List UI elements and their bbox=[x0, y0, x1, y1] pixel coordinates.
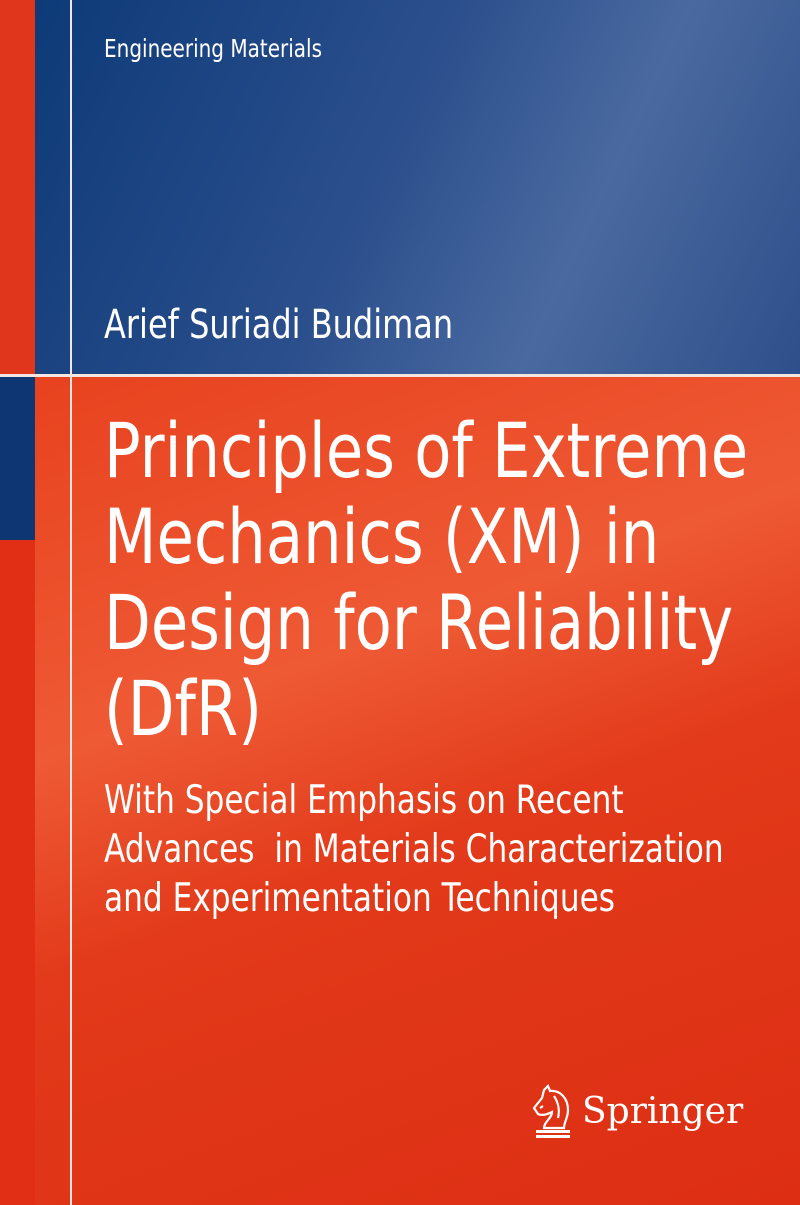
subtitle-line: and Experimentation Techniques bbox=[104, 876, 616, 921]
horizontal-rule bbox=[0, 374, 800, 377]
title-line: Mechanics (XM) in bbox=[104, 492, 660, 581]
series-name: Engineering Materials bbox=[104, 34, 323, 63]
book-subtitle: With Special Emphasis on Recent Advances… bbox=[104, 776, 724, 923]
cover-left-blue-strip bbox=[0, 377, 35, 540]
book-title: Principles of Extreme Mechanics (XM) in … bbox=[104, 408, 748, 752]
subtitle-line: With Special Emphasis on Recent bbox=[104, 778, 624, 823]
cover-top-panel bbox=[35, 0, 800, 374]
subtitle-line: Advances in Materials Characterization bbox=[104, 827, 724, 872]
cover-bottom-panel bbox=[35, 377, 800, 1205]
knight-chess-horse-icon bbox=[532, 1084, 570, 1138]
title-line: (DfR) bbox=[104, 664, 262, 753]
vertical-rule bbox=[70, 0, 72, 1205]
title-line: Principles of Extreme bbox=[104, 406, 749, 495]
title-line: Design for Reliability bbox=[104, 578, 734, 667]
author-name: Arief Suriadi Budiman bbox=[104, 302, 454, 348]
publisher-name: Springer bbox=[582, 1090, 744, 1132]
cover-left-red-strip bbox=[0, 0, 35, 374]
publisher-logo: Springer bbox=[530, 1084, 743, 1138]
